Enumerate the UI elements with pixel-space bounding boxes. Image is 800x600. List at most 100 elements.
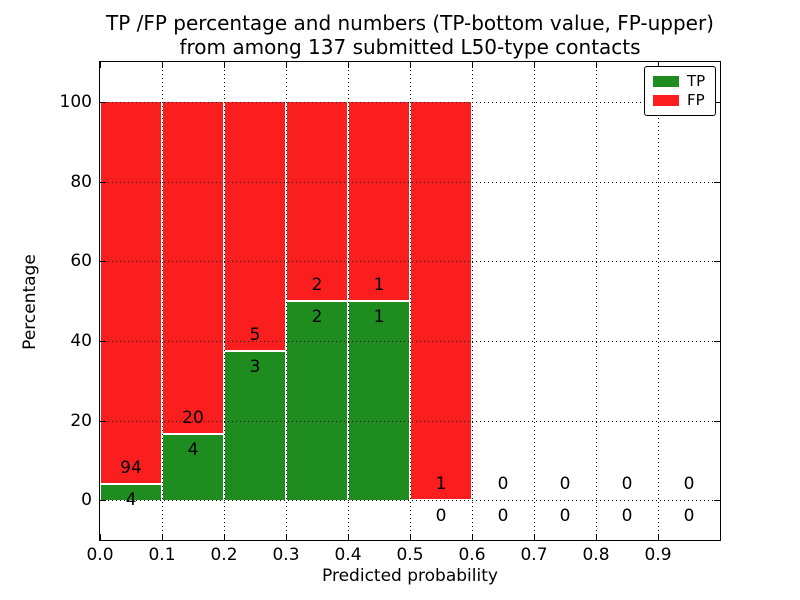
x-tick-label: 0.4	[334, 545, 362, 565]
x-tick	[224, 534, 225, 540]
x-tick-top	[224, 62, 225, 68]
gridline-x	[348, 62, 349, 540]
fp-count-label: 0	[621, 474, 633, 495]
x-tick-top	[534, 62, 535, 68]
tp-count-label: 0	[621, 506, 633, 527]
fp-count-label: 5	[249, 324, 261, 345]
bar-segment-tp	[286, 301, 348, 501]
bar-segment-tp	[162, 433, 224, 501]
gridline-x	[658, 62, 659, 540]
gridline-x	[224, 62, 225, 540]
y-tick-label: 80	[70, 171, 92, 192]
y-tick-label: 0	[81, 490, 92, 511]
y-tick-label: 60	[70, 251, 92, 272]
x-tick-label: 0.6	[458, 545, 486, 565]
x-tick-top	[286, 62, 287, 68]
bar-segment-fp	[162, 101, 224, 434]
y-tick-label: 20	[70, 410, 92, 431]
y-tick-right	[714, 181, 720, 183]
x-tick-top	[658, 62, 659, 68]
x-tick-top	[162, 62, 163, 68]
y-tick-right	[714, 420, 720, 422]
y-tick	[100, 181, 106, 183]
x-tick-top	[472, 62, 473, 68]
x-tick-top	[100, 62, 101, 68]
x-tick-label: 0.5	[396, 545, 424, 565]
x-tick-top	[410, 62, 411, 68]
bar-segment-fp	[410, 101, 472, 501]
x-tick	[162, 534, 163, 540]
tp-count-label: 2	[311, 307, 323, 327]
y-tick	[100, 340, 106, 342]
fp-count-label: 1	[373, 275, 385, 295]
y-tick-label: 100	[59, 91, 92, 112]
tp-count-label: 0	[559, 506, 571, 527]
y-tick	[100, 101, 106, 103]
fp-count-label: 20	[182, 407, 204, 428]
tp-count-label: 0	[497, 506, 509, 527]
bar-segment-tp	[348, 301, 410, 501]
tp-count-label: 3	[249, 356, 261, 377]
x-tick-label: 0.1	[148, 545, 176, 565]
gridline-x	[472, 62, 473, 540]
x-tick-top	[348, 62, 349, 68]
x-tick-label: 0.3	[272, 545, 300, 565]
x-tick	[286, 534, 287, 540]
fp-count-label: 1	[435, 474, 447, 495]
x-tick	[472, 534, 473, 540]
y-tick-label: 40	[70, 330, 92, 351]
x-axis-title: Predicted probability	[322, 566, 498, 586]
legend-swatch-tp	[653, 76, 679, 87]
fp-count-label: 0	[683, 474, 695, 495]
bar-segment-tp	[100, 483, 162, 501]
chart-title: TP /FP percentage and numbers (TP-bottom…	[100, 11, 720, 59]
y-tick	[100, 261, 106, 263]
legend-swatch-fp	[653, 95, 679, 106]
tp-count-label: 0	[683, 506, 695, 527]
x-tick	[410, 534, 411, 540]
bar-segment-tp	[224, 350, 286, 501]
fp-count-label: 94	[120, 457, 142, 478]
x-tick-label: 0.2	[210, 545, 238, 565]
legend-label: FP	[687, 91, 705, 109]
x-tick-top	[596, 62, 597, 68]
x-tick	[534, 534, 535, 540]
bar-segment-fp	[348, 101, 410, 301]
x-tick-label: 0.8	[582, 545, 610, 565]
x-tick-label: 0.9	[644, 545, 672, 565]
x-tick	[100, 534, 101, 540]
fp-count-label: 2	[311, 275, 323, 295]
legend-item-fp: FP	[653, 91, 707, 110]
y-tick-right	[714, 101, 720, 103]
fp-count-label: 0	[497, 474, 509, 495]
y-tick-right	[714, 340, 720, 342]
chart-title-line2: from among 137 submitted L50-type contac…	[179, 35, 641, 59]
x-tick-label: 0.0	[86, 545, 114, 565]
y-tick-right	[714, 500, 720, 502]
tp-count-label: 1	[373, 307, 385, 327]
x-tick	[348, 534, 349, 540]
bar-segment-fp	[100, 101, 162, 484]
chart-title-line1: TP /FP percentage and numbers (TP-bottom…	[106, 11, 714, 35]
tp-count-label: 4	[187, 439, 199, 460]
bar-segment-fp	[224, 101, 286, 351]
x-tick-label: 0.7	[520, 545, 548, 565]
y-tick	[100, 420, 106, 422]
y-tick-right	[714, 261, 720, 263]
tp-count-label: 4	[125, 489, 137, 510]
y-tick	[100, 500, 106, 502]
gridline-x	[410, 62, 411, 540]
x-tick	[658, 534, 659, 540]
x-tick	[596, 534, 597, 540]
tp-count-label: 0	[435, 506, 447, 527]
legend-label: TP	[687, 72, 706, 90]
legend: TP FP	[644, 66, 716, 116]
gridline-x	[596, 62, 597, 540]
legend-item-tp: TP	[653, 72, 707, 91]
y-axis-title: Percentage	[20, 254, 40, 350]
bar-segment-fp	[286, 101, 348, 301]
gridline-x	[162, 62, 163, 540]
gridline-x	[286, 62, 287, 540]
fp-count-label: 0	[559, 474, 571, 495]
